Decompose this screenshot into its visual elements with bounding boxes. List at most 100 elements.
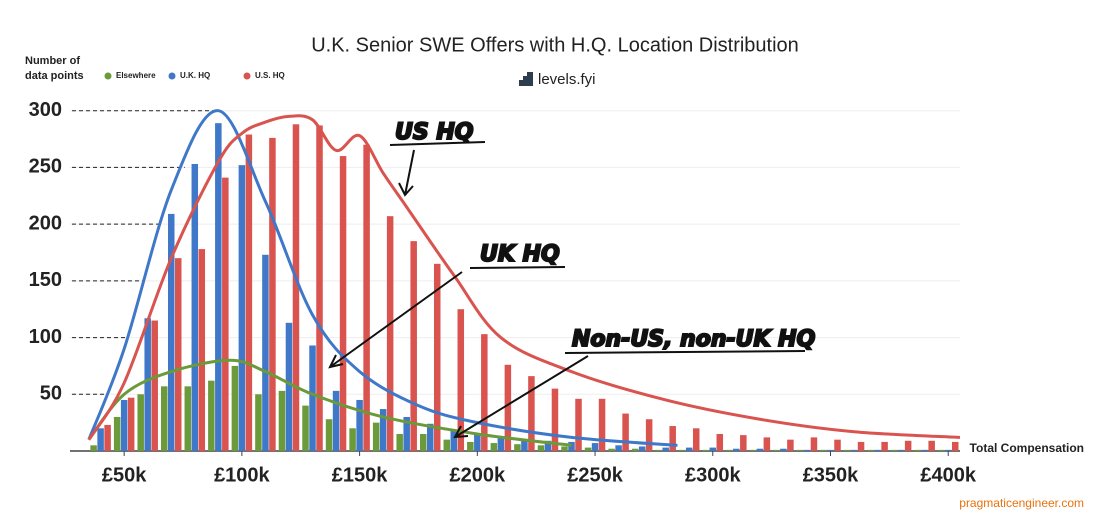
bar (467, 441, 474, 451)
bar (174, 258, 182, 451)
y-tick-label: 250 (29, 156, 62, 178)
bar (309, 345, 316, 451)
bar (709, 447, 717, 451)
chart-title: U.K. Senior SWE Offers with H.Q. Locatio… (311, 34, 799, 56)
bar (457, 309, 465, 451)
bar (890, 449, 898, 451)
bar (827, 449, 834, 451)
bar (504, 364, 512, 451)
bar (857, 441, 865, 451)
bar (222, 177, 229, 451)
bar (820, 449, 827, 451)
bar (928, 440, 935, 451)
y-axis-title: Number of (25, 55, 80, 67)
bar (120, 399, 128, 451)
y-tick-label: 100 (29, 326, 62, 348)
bar (850, 449, 858, 451)
bar (255, 394, 262, 451)
bar (810, 437, 818, 451)
bar (144, 318, 151, 451)
underline (564, 350, 806, 354)
x-tick-label: £350k (803, 464, 859, 486)
bar (363, 144, 370, 451)
bar (897, 449, 905, 451)
y-axis-title: data points (25, 70, 84, 82)
bar (215, 123, 222, 452)
bar (356, 399, 363, 451)
bar (419, 433, 427, 451)
trend-curve (87, 109, 678, 447)
y-tick-label: 300 (29, 99, 62, 121)
x-tick-label: £50k (102, 464, 147, 486)
bar (386, 216, 394, 451)
bar (591, 443, 599, 451)
bar (881, 441, 888, 451)
bar (198, 249, 206, 451)
brand: levels.fyi (538, 71, 596, 88)
bar (426, 423, 434, 451)
bar (278, 390, 286, 451)
bar (763, 437, 771, 451)
bar (104, 424, 111, 451)
bar (302, 405, 309, 451)
bar (773, 449, 780, 451)
bar (262, 254, 269, 451)
bar (622, 413, 629, 451)
bar (528, 376, 535, 451)
bar (349, 428, 356, 451)
bar (238, 165, 246, 451)
arrow (398, 149, 415, 197)
bar (160, 386, 168, 451)
bar (638, 446, 646, 451)
bar (796, 449, 804, 451)
bar (167, 213, 175, 451)
y-tick-label: 200 (29, 212, 62, 234)
bar (685, 447, 693, 451)
bar (521, 439, 528, 451)
bar (645, 419, 653, 451)
bar (410, 241, 417, 451)
bar (655, 449, 662, 451)
trend-curve (87, 114, 961, 441)
x-tick-label: £100k (214, 464, 270, 486)
bar (191, 164, 199, 452)
bar (379, 409, 387, 451)
bar (332, 390, 340, 451)
annotation: UK HQ (480, 242, 560, 267)
bar (443, 439, 451, 451)
bar (702, 449, 710, 451)
bar (292, 124, 300, 452)
bar (514, 444, 521, 451)
bar (137, 394, 144, 451)
logo-icon (519, 72, 533, 86)
bar (834, 439, 841, 451)
bar (544, 440, 552, 451)
bar (316, 125, 323, 451)
bar (914, 449, 921, 451)
bar (669, 426, 676, 451)
x-tick-label: £250k (567, 464, 623, 486)
underline (469, 266, 566, 269)
bar (631, 448, 639, 451)
x-axis-title: Total Compensation (970, 441, 1084, 455)
bar (921, 449, 928, 451)
bar (787, 439, 794, 451)
bar (433, 263, 441, 451)
bar (561, 446, 568, 451)
x-tick-label: £150k (332, 464, 388, 486)
annotations: US HQ UK HQ Non-US, non-UK HQ (328, 119, 816, 439)
bar (740, 435, 747, 451)
bar (231, 365, 239, 451)
bar (867, 449, 874, 451)
legend-swatch (243, 72, 251, 80)
bar (184, 386, 192, 451)
bar (551, 388, 559, 451)
x-tick-label: £400k (920, 464, 976, 486)
bar (874, 449, 881, 451)
bar (396, 433, 403, 451)
bar (662, 447, 669, 451)
bar (678, 449, 686, 451)
x-tick-label: £200k (450, 464, 506, 486)
trend-curve (87, 358, 572, 447)
